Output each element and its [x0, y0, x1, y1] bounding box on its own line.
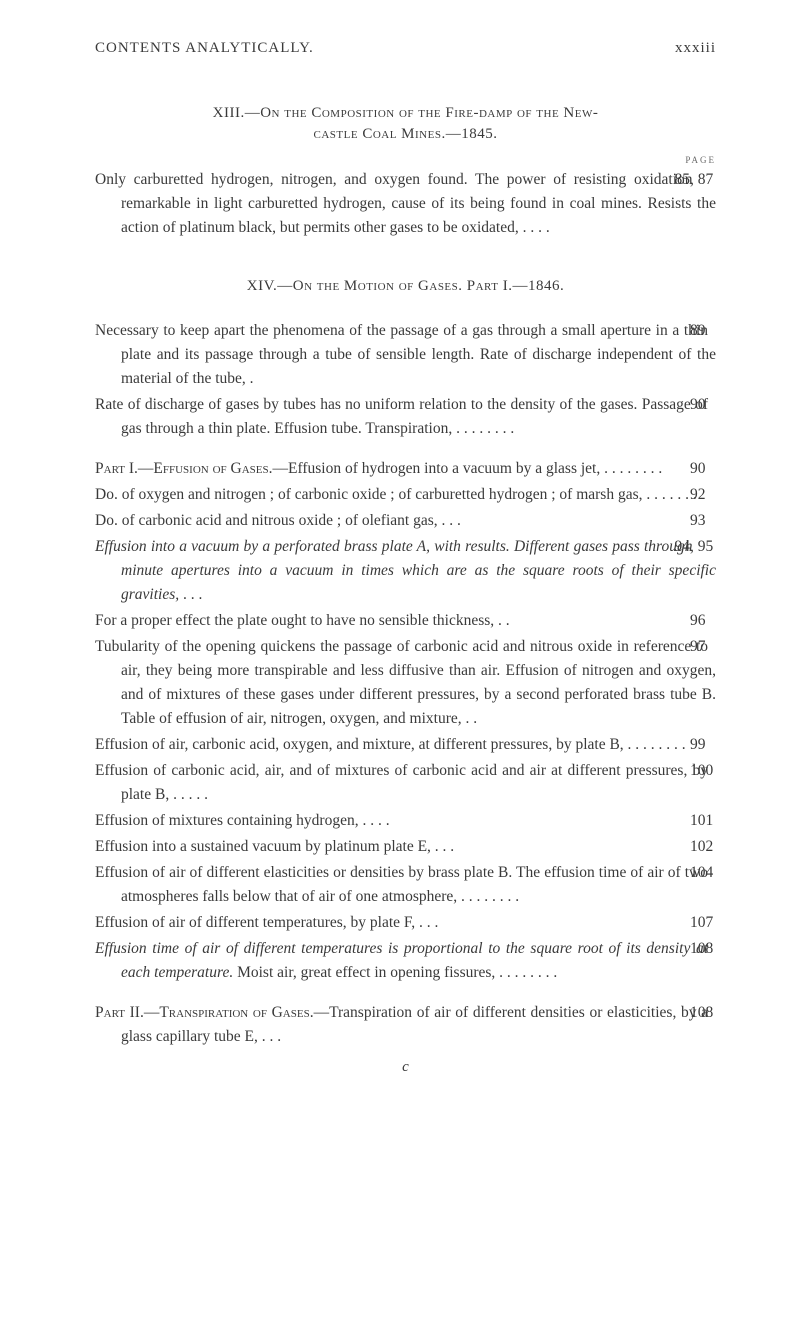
- entry-s14-15: 108 Effusion time of air of different te…: [95, 937, 716, 985]
- entry-s14-9: 99 Effusion of air, carbonic acid, oxyge…: [95, 733, 716, 757]
- entry-s13-1: 85, 87 Only carburetted hydrogen, nitrog…: [95, 168, 716, 240]
- entry-s14-6: 94, 95 Effusion into a vacuum by a perfo…: [95, 535, 716, 607]
- page-number: 85, 87: [701, 168, 717, 192]
- entry-s14-7: 96 For a proper effect the plate ought t…: [95, 609, 716, 633]
- section-13-heading-line1: XIII.—On the Composition of the Fire-dam…: [95, 105, 716, 122]
- running-head-pagenum: xxxiii: [675, 40, 716, 57]
- entry-s14-part1: 90 Part I.—Effusion of Gases.—Effusion o…: [95, 457, 716, 481]
- section-14-heading: XIV.—On the Motion of Gases. Part I.—184…: [95, 278, 716, 295]
- section-13-heading-line2: castle Coal Mines.—1845.: [95, 126, 716, 143]
- entry-s14-10: 100 Effusion of carbonic acid, air, and …: [95, 759, 716, 807]
- entry-s14-1: 89 Necessary to keep apart the phenomena…: [95, 319, 716, 391]
- entry-s14-13: 104 Effusion of air of different elastic…: [95, 861, 716, 909]
- entry-s14-11: 101 Effusion of mixtures containing hydr…: [95, 809, 716, 833]
- entry-s14-14: 107 Effusion of air of different tempera…: [95, 911, 716, 935]
- running-head-title: CONTENTS ANALYTICALLY.: [95, 40, 314, 57]
- entry-s14-part2: 108 Part II.—Transpiration of Gases.—Tra…: [95, 1001, 716, 1049]
- entry-s14-8: 97 Tubularity of the opening quickens th…: [95, 635, 716, 731]
- page-number: 94, 95: [701, 535, 717, 559]
- entry-s14-12: 102 Effusion into a sustained vacuum by …: [95, 835, 716, 859]
- entry-s14-2: 90 Rate of discharge of gases by tubes h…: [95, 393, 716, 441]
- page-label: PAGE: [95, 155, 716, 165]
- signature-mark: c: [95, 1059, 716, 1076]
- entry-s14-5: 93 Do. of carbonic acid and nitrous oxid…: [95, 509, 716, 533]
- entry-s14-4: 92 Do. of oxygen and nitrogen ; of carbo…: [95, 483, 716, 507]
